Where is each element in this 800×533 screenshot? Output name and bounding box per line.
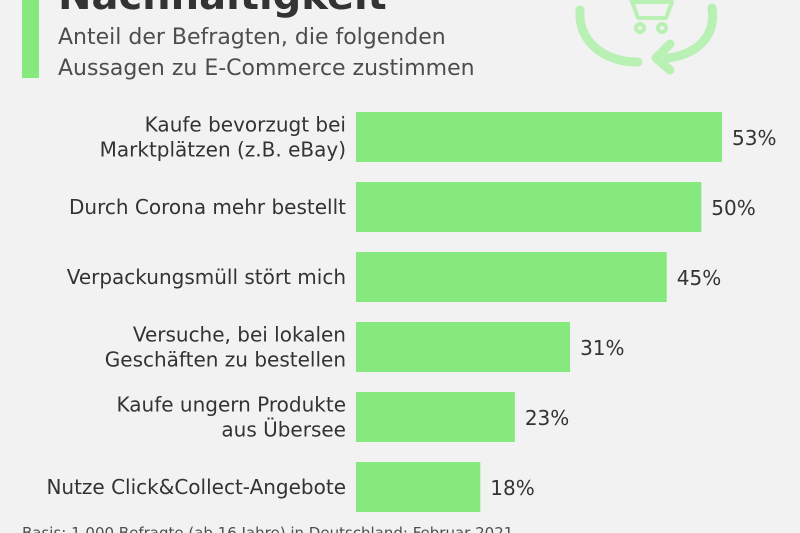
value-label-1: 50%: [711, 196, 755, 220]
category-label-1-0: Durch Corona mehr bestellt: [69, 195, 346, 219]
recycle-arrow-right: [663, 3, 718, 63]
chart-title: Nachhaltigkeit: [58, 0, 387, 18]
category-label-4-1: aus Übersee: [221, 418, 346, 442]
recycle-arrow-left: [575, 5, 643, 67]
bar-2: [356, 252, 667, 302]
category-label-3-0: Versuche, bei lokalen: [133, 323, 346, 347]
category-label-5-0: Nutze Click&Collect-Angebote: [46, 475, 346, 499]
recycle-arrowhead: [651, 39, 675, 75]
chart-subtitle: Anteil der Befragten, die folgenden Auss…: [58, 25, 475, 81]
category-label-3-1: Geschäften zu bestellen: [105, 348, 346, 372]
value-label-3: 31%: [580, 336, 624, 360]
recycle-arrows: [575, 3, 718, 75]
category-label-0-1: Marktplätzen (z.B. eBay): [100, 138, 346, 162]
source-note: Basis: 1.000 Befragte (ab 16 Jahre) in D…: [22, 524, 514, 533]
title-accent-bar: [22, 0, 39, 78]
value-label-2: 45%: [677, 266, 721, 290]
value-label-4: 23%: [525, 406, 569, 430]
category-label-2-0: Verpackungsmüll stört mich: [67, 265, 346, 289]
cart-shape: [629, 0, 674, 34]
value-label-0: 53%: [732, 126, 776, 150]
cart-body: [629, 0, 674, 20]
bar-1: [356, 182, 702, 232]
category-label-0-0: Kaufe bevorzugt bei: [145, 113, 346, 137]
cart-wheel-right: [656, 22, 668, 34]
shopping-cart-recycle-icon: [575, 0, 718, 75]
category-label-4-0: Kaufe ungern Produkte: [117, 393, 346, 417]
cart-wheel-left: [634, 22, 646, 34]
value-label-5: 18%: [490, 476, 534, 500]
bar-3: [356, 322, 571, 372]
bar-0: [356, 112, 722, 162]
bar-5: [356, 462, 481, 512]
bar-4: [356, 392, 515, 442]
